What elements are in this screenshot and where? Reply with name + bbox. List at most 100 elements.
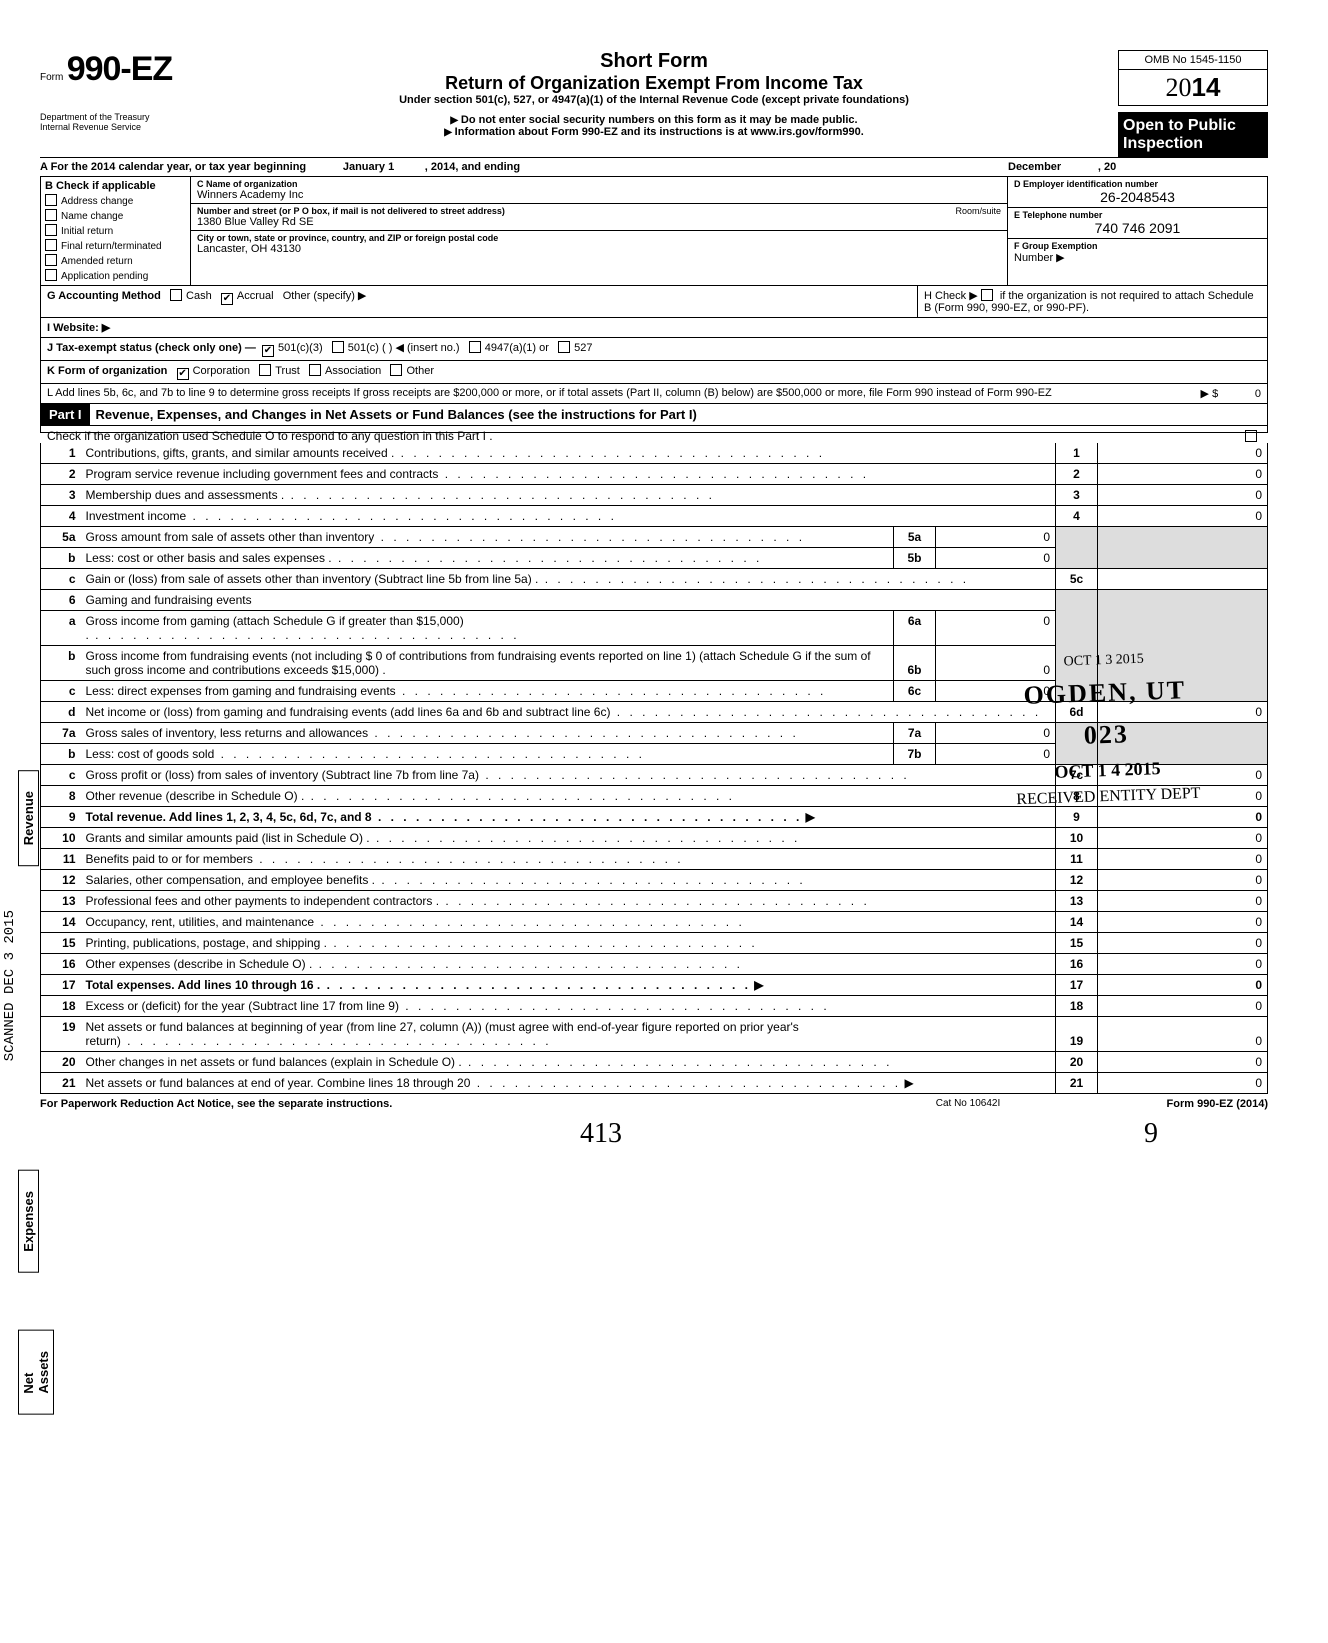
num-8: 8	[41, 786, 81, 807]
subval-7a: 0	[936, 723, 1056, 744]
num-10: 10	[41, 828, 81, 849]
lbl-h: H Check ▶	[924, 290, 978, 302]
amt-11: 0	[1098, 849, 1268, 870]
chk-501c3[interactable]: 501(c)(3)	[262, 342, 323, 354]
txt-9: Total revenue. Add lines 1, 2, 3, 4, 5c,…	[86, 810, 803, 824]
handwritten-413: 413	[580, 1118, 622, 1150]
lbl-org-name: C Name of organization	[197, 179, 1001, 189]
num-17: 17	[41, 975, 81, 996]
row-line-6d: d Net income or (loss) from gaming and f…	[41, 702, 1268, 723]
row-line-5a: 5a Gross amount from sale of assets othe…	[41, 527, 1268, 548]
chk-initial-return[interactable]: Initial return	[45, 223, 186, 238]
chk-corporation[interactable]: Corporation	[177, 365, 250, 377]
dept-irs: Internal Revenue Service	[40, 122, 190, 132]
val-l: 0	[1255, 388, 1261, 400]
amt-20: 0	[1098, 1052, 1268, 1073]
amt-18: 0	[1098, 996, 1268, 1017]
line-a-month: December	[1008, 161, 1061, 173]
amt-16: 0	[1098, 954, 1268, 975]
val-address: 1380 Blue Valley Rd SE	[197, 216, 314, 228]
val-phone: 740 746 2091	[1014, 220, 1261, 236]
year-prefix: 20	[1166, 73, 1192, 102]
chk-527[interactable]: 527	[558, 342, 592, 354]
chk-name-change[interactable]: Name change	[45, 208, 186, 223]
subval-6a: 0	[936, 611, 1056, 646]
box-6d: 6d	[1056, 702, 1098, 723]
box-b-header: B Check if applicable	[45, 179, 186, 193]
num-13: 13	[41, 891, 81, 912]
chk-cash[interactable]: Cash	[170, 290, 212, 302]
num-6b: b	[41, 646, 81, 681]
omb-number: OMB No 1545-1150	[1118, 50, 1268, 69]
row-line-19: 19 Net assets or fund balances at beginn…	[41, 1017, 1268, 1052]
instr-website: Information about Form 990-EZ and its in…	[190, 126, 1118, 138]
chk-association[interactable]: Association	[309, 365, 381, 377]
num-14: 14	[41, 912, 81, 933]
row-line-20: 20 Other changes in net assets or fund b…	[41, 1052, 1268, 1073]
chk-application-pending[interactable]: Application pending	[45, 268, 186, 283]
row-line-13: 13 Professional fees and other payments …	[41, 891, 1268, 912]
shade-5-amt	[1098, 527, 1268, 569]
box-14: 14	[1056, 912, 1098, 933]
row-i: I Website: ▶	[41, 318, 917, 337]
val-org-name: Winners Academy Inc	[197, 189, 303, 201]
chk-schedule-b[interactable]	[981, 290, 997, 302]
part1-check-row: Check if the organization used Schedule …	[40, 426, 1268, 433]
shade-6	[1056, 590, 1098, 702]
chk-address-change[interactable]: Address change	[45, 193, 186, 208]
num-4: 4	[41, 506, 81, 527]
val-ein: 26-2048543	[1014, 189, 1261, 205]
title-under-section: Under section 501(c), 527, or 4947(a)(1)…	[200, 94, 1108, 106]
subval-6c: 0	[936, 681, 1056, 702]
part1-header-row: Part I Revenue, Expenses, and Changes in…	[40, 404, 1268, 426]
subbox-5a: 5a	[894, 527, 936, 548]
txt-8: Other revenue (describe in Schedule O) .	[86, 789, 736, 803]
open-line1: Open to Public	[1123, 117, 1263, 135]
year-suffix: 14	[1192, 72, 1221, 102]
form-header: Form 990-EZ Short Form Return of Organiz…	[40, 50, 1268, 106]
chk-amended-return[interactable]: Amended return	[45, 253, 186, 268]
subval-5a: 0	[936, 527, 1056, 548]
side-label-revenue: Revenue	[18, 770, 39, 866]
num-15: 15	[41, 933, 81, 954]
row-k: K Form of organization Corporation Trust…	[40, 361, 1268, 384]
amt-14: 0	[1098, 912, 1268, 933]
row-line-3: 3 Membership dues and assessments . 3 0	[41, 485, 1268, 506]
chk-accrual[interactable]: Accrual	[221, 290, 274, 302]
row-line-21: 21 Net assets or fund balances at end of…	[41, 1073, 1268, 1094]
num-9: 9	[41, 807, 81, 828]
shade-6-amt	[1098, 590, 1268, 702]
open-to-public: Open to Public Inspection	[1118, 112, 1268, 158]
footer-row: For Paperwork Reduction Act Notice, see …	[40, 1098, 1268, 1110]
amt-15: 0	[1098, 933, 1268, 954]
shade-7-amt	[1098, 723, 1268, 765]
row-h-cont	[917, 318, 1267, 337]
row-l: L Add lines 5b, 6c, and 7b to line 9 to …	[40, 384, 1268, 404]
form-page: Form 990-EZ Short Form Return of Organiz…	[40, 50, 1268, 1110]
row-line-11: 11 Benefits paid to or for members 11 0	[41, 849, 1268, 870]
txt-2: Program service revenue including govern…	[86, 467, 870, 481]
num-6a: a	[41, 611, 81, 646]
txt-5a: Gross amount from sale of assets other t…	[86, 530, 806, 544]
open-line2: Inspection	[1123, 135, 1263, 153]
chk-other-org[interactable]: Other	[390, 365, 434, 377]
txt-19: Net assets or fund balances at beginning…	[86, 1020, 799, 1048]
num-5c: c	[41, 569, 81, 590]
chk-trust[interactable]: Trust	[259, 365, 300, 377]
row-line-10: 10 Grants and similar amounts paid (list…	[41, 828, 1268, 849]
part1-title: Revenue, Expenses, and Changes in Net As…	[90, 404, 1267, 425]
subval-5b: 0	[936, 548, 1056, 569]
box-18: 18	[1056, 996, 1098, 1017]
num-3: 3	[41, 485, 81, 506]
subbox-6c: 6c	[894, 681, 936, 702]
num-11: 11	[41, 849, 81, 870]
chk-schedule-o[interactable]	[1245, 429, 1261, 443]
line-a-yr: , 20	[1098, 161, 1116, 173]
box-20: 20	[1056, 1052, 1098, 1073]
cell-org-name: C Name of organization Winners Academy I…	[191, 177, 1007, 204]
chk-final-return[interactable]: Final return/terminated	[45, 238, 186, 253]
num-12: 12	[41, 870, 81, 891]
subbox-5b: 5b	[894, 548, 936, 569]
chk-4947[interactable]: 4947(a)(1) or	[469, 342, 549, 354]
chk-501c[interactable]: 501(c) ( ) ◀ (insert no.)	[332, 342, 460, 354]
